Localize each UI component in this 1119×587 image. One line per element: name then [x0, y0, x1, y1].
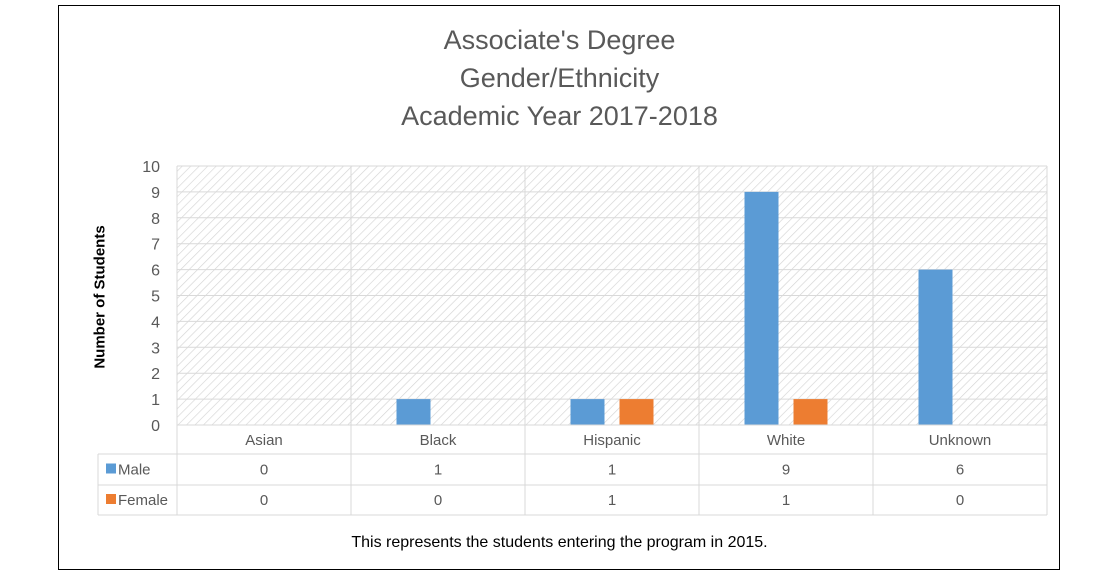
bar-male-black — [396, 399, 431, 425]
chart-title-line-2: Gender/Ethnicity — [459, 63, 660, 93]
y-tick-label: 5 — [151, 289, 160, 306]
table-cell-value: 1 — [434, 462, 442, 479]
table-cell-value: 1 — [782, 492, 790, 509]
legend-label-female: Female — [118, 492, 168, 509]
y-tick-label: 2 — [151, 366, 160, 383]
legend-key-female — [106, 494, 116, 504]
category-label: Hispanic — [583, 432, 641, 449]
bar-female-hispanic — [619, 399, 654, 425]
chart-title-line-3: Academic Year 2017-2018 — [401, 101, 718, 131]
bar-male-white — [744, 191, 779, 425]
y-tick-label: 9 — [151, 185, 160, 202]
table-cell-value: 1 — [608, 462, 616, 479]
legend-label-male: Male — [118, 462, 151, 479]
table-cell-value: 1 — [608, 492, 616, 509]
bar-male-hispanic — [570, 399, 605, 425]
legend-key-male — [106, 463, 116, 474]
category-label: Unknown — [929, 432, 992, 449]
chart-title-line-1: Associate's Degree — [443, 25, 676, 55]
table-cell-value: 0 — [260, 492, 268, 509]
y-tick-label: 4 — [151, 314, 160, 331]
bar-male-unknown — [918, 269, 953, 425]
bar-female-white — [793, 399, 828, 425]
y-tick-label: 0 — [151, 418, 160, 435]
y-tick-label: 3 — [151, 340, 160, 357]
category-label: White — [767, 432, 805, 449]
y-tick-label: 6 — [151, 263, 160, 280]
y-tick-label: 7 — [151, 237, 160, 254]
table-cell-value: 0 — [260, 462, 268, 479]
table-cell-value: 0 — [956, 492, 964, 509]
y-tick-label: 1 — [151, 392, 160, 409]
y-tick-label: 8 — [151, 211, 160, 228]
y-tick-label: 10 — [142, 159, 160, 176]
category-label: Asian — [245, 432, 283, 449]
chart-caption: This represents the students entering th… — [351, 534, 768, 551]
table-cell-value: 9 — [782, 462, 790, 479]
category-label: Black — [420, 432, 457, 449]
table-cell-value: 0 — [434, 492, 442, 509]
table-cell-value: 6 — [956, 462, 964, 479]
